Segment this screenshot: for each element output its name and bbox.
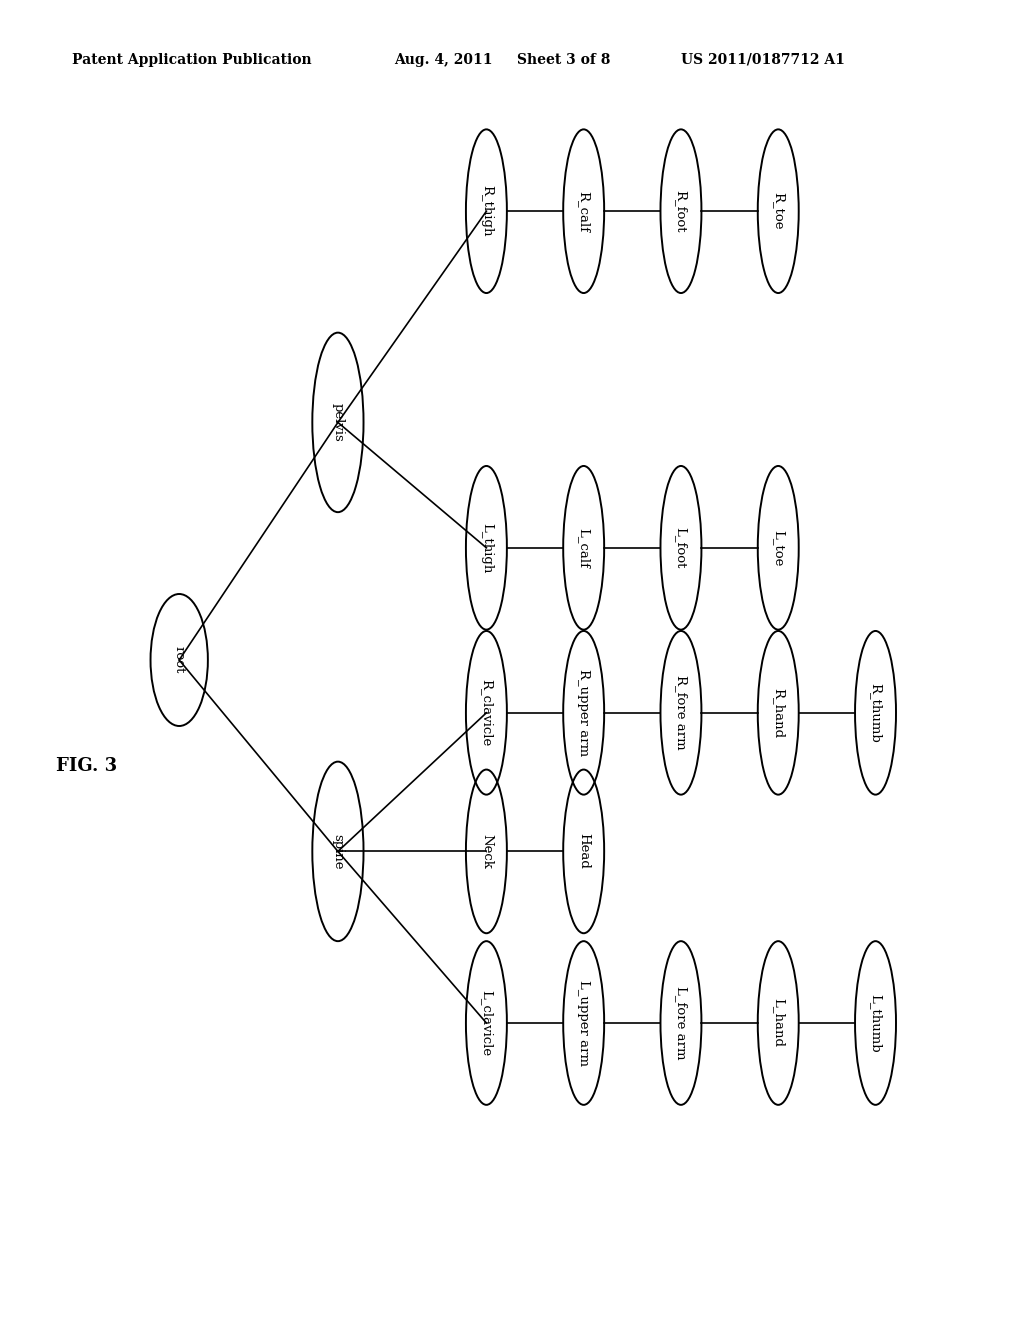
Text: spine: spine	[332, 834, 344, 869]
Text: Aug. 4, 2011: Aug. 4, 2011	[394, 53, 493, 67]
Text: R_foot: R_foot	[675, 190, 687, 232]
Text: L_fore arm: L_fore arm	[675, 986, 687, 1060]
Text: R_thigh: R_thigh	[480, 185, 493, 238]
Text: R_thumb: R_thumb	[869, 682, 882, 743]
Text: FIG. 3: FIG. 3	[56, 756, 118, 775]
Text: Neck: Neck	[480, 834, 493, 869]
Text: R_hand: R_hand	[772, 688, 784, 738]
Text: Sheet 3 of 8: Sheet 3 of 8	[517, 53, 610, 67]
Text: R_upper arm: R_upper arm	[578, 669, 590, 756]
Text: root: root	[173, 647, 185, 673]
Text: R_fore arm: R_fore arm	[675, 676, 687, 750]
Text: Head: Head	[578, 833, 590, 870]
Text: R_calf: R_calf	[578, 190, 590, 232]
Text: Patent Application Publication: Patent Application Publication	[72, 53, 311, 67]
Text: L_upper arm: L_upper arm	[578, 979, 590, 1067]
Text: L_hand: L_hand	[772, 998, 784, 1048]
Text: R_toe: R_toe	[772, 193, 784, 230]
Text: L_thigh: L_thigh	[480, 523, 493, 573]
Text: L_toe: L_toe	[772, 529, 784, 566]
Text: R_clavicle: R_clavicle	[480, 680, 493, 746]
Text: L_calf: L_calf	[578, 528, 590, 568]
Text: L_clavicle: L_clavicle	[480, 990, 493, 1056]
Text: L_foot: L_foot	[675, 527, 687, 569]
Text: L_thumb: L_thumb	[869, 994, 882, 1052]
Text: US 2011/0187712 A1: US 2011/0187712 A1	[681, 53, 845, 67]
Text: pelvis: pelvis	[332, 403, 344, 442]
